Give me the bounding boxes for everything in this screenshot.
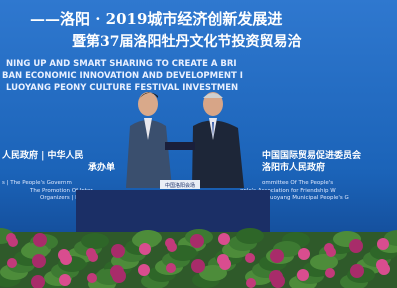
small-text: uoyang Municipal People's G (270, 195, 349, 201)
peony (245, 253, 255, 263)
peony (32, 254, 46, 268)
peony (8, 237, 18, 247)
small-text: s | The People's Governm (2, 180, 72, 186)
banner-title: 暨第37届洛阳牡丹文化节投资贸易洽 (72, 33, 302, 50)
organizer: 人民政府 | 中华人民 (1, 149, 84, 161)
peony (350, 264, 364, 278)
banner-english: LUOYANG PEONY CULTURE FESTIVAL INVESTMEN (6, 83, 238, 93)
peony (271, 274, 285, 288)
small-text: ommittee Of The People's (262, 180, 333, 186)
peony (59, 274, 71, 286)
peony (246, 278, 256, 288)
peony (111, 244, 125, 258)
peony (349, 239, 363, 253)
peony (7, 258, 17, 268)
organizer: 承办单 (88, 161, 115, 173)
peony (166, 263, 176, 273)
peony (138, 264, 150, 276)
banner-english: BAN ECONOMIC INNOVATION AND DEVELOPMENT … (2, 71, 243, 81)
table-sign-text: 中国洛阳会场 (165, 182, 195, 189)
photo: ——洛阳 · 2019城市经济创新发展进 暨第37届洛阳牡丹文化节投资贸易洽 N… (0, 0, 397, 288)
leaf (236, 228, 264, 244)
organizer: 洛阳市人民政府 (262, 161, 325, 173)
peony (167, 242, 177, 252)
peony (377, 238, 389, 250)
peony (87, 273, 97, 283)
peony (270, 249, 284, 263)
banner-title: ——洛阳 · 2019城市经济创新发展进 (30, 10, 282, 28)
peony (112, 269, 126, 283)
peony (88, 252, 98, 262)
peony (190, 234, 204, 248)
peony (218, 233, 230, 245)
peony (33, 233, 47, 247)
peony (325, 268, 335, 278)
leaf (81, 233, 109, 249)
organizer: 中国国际贸易促进委员会 (262, 149, 362, 161)
peony (298, 248, 310, 260)
folder (165, 142, 195, 150)
peony (191, 259, 205, 273)
peony (297, 269, 309, 281)
peony (378, 263, 390, 275)
peony (219, 258, 231, 270)
banner-english: NING UP AND SMART SHARING TO CREATE A BR… (6, 59, 237, 69)
leaf (310, 254, 338, 270)
peony (326, 247, 336, 257)
peony (139, 243, 151, 255)
peony (60, 253, 72, 265)
